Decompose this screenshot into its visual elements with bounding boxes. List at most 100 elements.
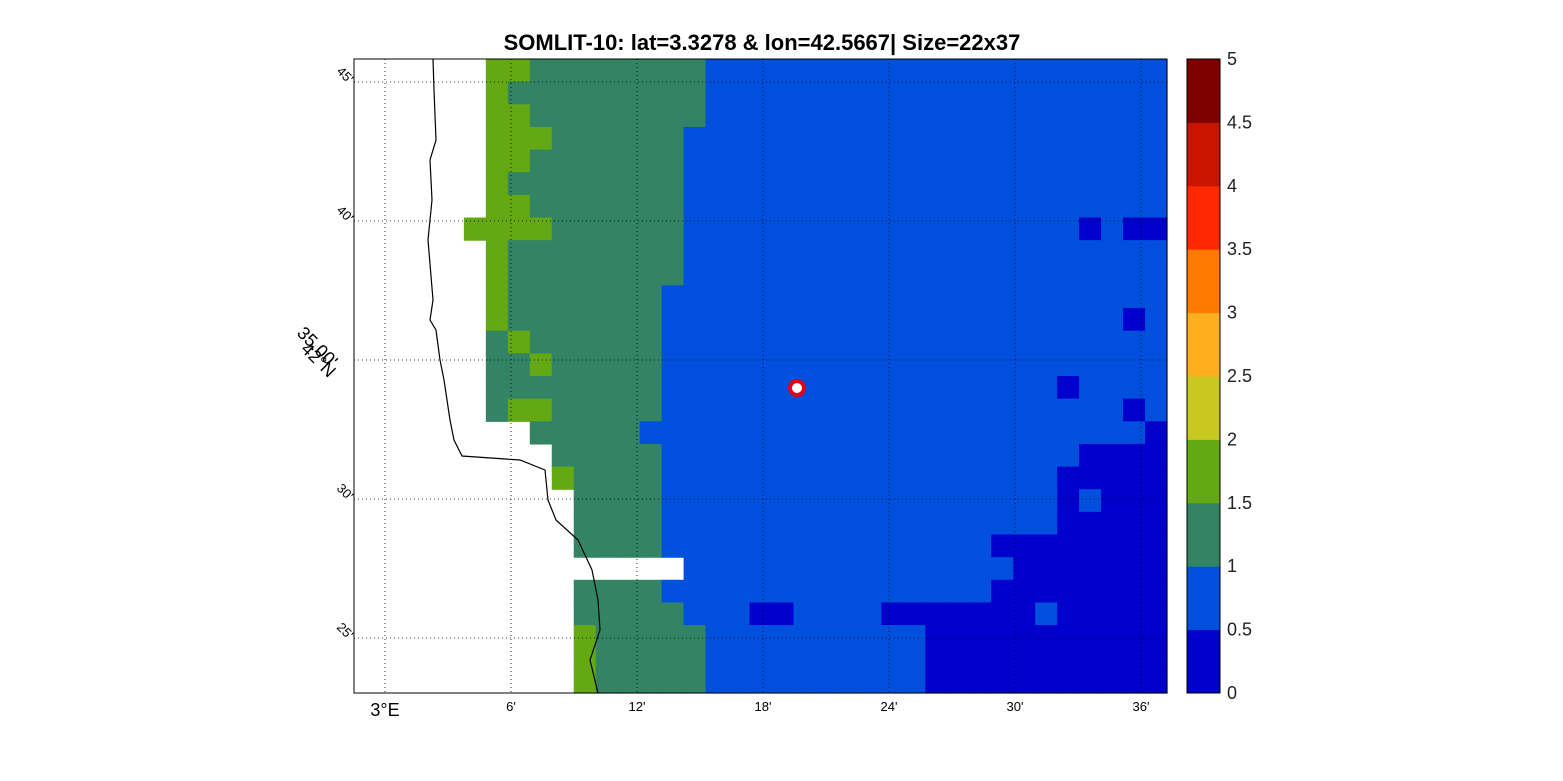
heatmap-cell bbox=[947, 602, 970, 626]
heatmap-cell bbox=[925, 579, 948, 604]
heatmap-cell bbox=[1123, 172, 1146, 196]
heatmap-cell bbox=[1145, 625, 1168, 649]
heatmap-cell bbox=[947, 579, 970, 604]
heatmap-cell bbox=[859, 194, 882, 219]
heatmap-cell bbox=[661, 466, 685, 490]
heatmap-cell bbox=[1013, 353, 1036, 377]
heatmap-cell bbox=[1123, 308, 1146, 332]
heatmap-cell bbox=[881, 625, 904, 649]
heatmap-cell bbox=[617, 217, 641, 241]
heatmap-cell bbox=[727, 670, 751, 694]
heatmap-cell bbox=[1013, 149, 1036, 173]
heatmap-cell bbox=[1057, 353, 1080, 377]
heatmap-cell bbox=[683, 376, 707, 400]
heatmap-cell bbox=[991, 489, 1014, 513]
heatmap-cell bbox=[881, 149, 904, 173]
heatmap-cell bbox=[1035, 670, 1058, 694]
heatmap-cell bbox=[573, 240, 597, 264]
heatmap-cell bbox=[639, 126, 663, 151]
heatmap-cell bbox=[771, 511, 795, 536]
heatmap-cell bbox=[903, 489, 926, 513]
heatmap-cell bbox=[485, 262, 509, 287]
heatmap-cell bbox=[507, 149, 531, 173]
heatmap-cell bbox=[485, 376, 509, 400]
heatmap-cell bbox=[771, 466, 795, 490]
heatmap-cell bbox=[573, 330, 597, 354]
heatmap-cell bbox=[661, 511, 685, 536]
heatmap-cell bbox=[1035, 398, 1058, 422]
heatmap-cell bbox=[595, 489, 619, 513]
heatmap-cell bbox=[727, 59, 751, 83]
heatmap-cell bbox=[1057, 104, 1080, 128]
heatmap-cell bbox=[617, 240, 641, 264]
heatmap-cell bbox=[859, 59, 882, 83]
heatmap-cell bbox=[1101, 670, 1124, 694]
heatmap-cell bbox=[815, 285, 838, 309]
heatmap-cell bbox=[969, 398, 992, 422]
plot-frame bbox=[353, 58, 1168, 694]
heatmap-cell bbox=[1101, 104, 1124, 128]
colorbar-band bbox=[1187, 566, 1220, 631]
heatmap-cell bbox=[639, 194, 663, 219]
heatmap-cell bbox=[1101, 59, 1124, 83]
heatmap-cell bbox=[573, 625, 597, 649]
heatmap-cell bbox=[793, 59, 817, 83]
heatmap-cell bbox=[595, 579, 619, 604]
heatmap-cell bbox=[661, 59, 685, 83]
heatmap-cell bbox=[1101, 647, 1124, 671]
heatmap-cell bbox=[815, 376, 838, 400]
heatmap-cell bbox=[705, 625, 729, 649]
colorbar-band bbox=[1187, 122, 1220, 187]
heatmap-cell bbox=[749, 104, 773, 128]
heatmap-cell bbox=[1035, 240, 1058, 264]
heatmap-cell bbox=[573, 285, 597, 309]
heatmap-cell bbox=[1013, 579, 1036, 604]
heatmap-cell bbox=[573, 534, 597, 558]
heatmap-cell bbox=[727, 489, 751, 513]
heatmap-cell bbox=[639, 602, 663, 626]
heatmap-cell bbox=[881, 647, 904, 671]
heatmap-cell bbox=[1079, 262, 1102, 287]
heatmap-cell bbox=[749, 625, 773, 649]
heatmap-cell bbox=[551, 353, 575, 377]
heatmap-cell bbox=[507, 172, 531, 196]
heatmap-cell bbox=[749, 240, 773, 264]
heatmap-cell bbox=[947, 81, 970, 105]
heatmap-cell bbox=[1013, 602, 1036, 626]
heatmap-cell bbox=[749, 330, 773, 354]
heatmap-cell bbox=[969, 670, 992, 694]
heatmap-cell bbox=[1035, 579, 1058, 604]
heatmap-cell bbox=[925, 172, 948, 196]
heatmap-cell bbox=[925, 534, 948, 558]
heatmap-cell bbox=[793, 625, 817, 649]
y-tick-label: 25' bbox=[334, 620, 357, 643]
heatmap-cell bbox=[969, 81, 992, 105]
heatmap-cell bbox=[661, 602, 685, 626]
heatmap-cell bbox=[507, 285, 531, 309]
heatmap-cell bbox=[1057, 217, 1080, 241]
heatmap-cell bbox=[661, 489, 685, 513]
heatmap-cell bbox=[947, 353, 970, 377]
heatmap-cell bbox=[639, 285, 663, 309]
heatmap-cell bbox=[771, 104, 795, 128]
heatmap-cell bbox=[639, 81, 663, 105]
heatmap-cell bbox=[903, 194, 926, 219]
heatmap-cell bbox=[793, 421, 817, 445]
heatmap-cell bbox=[859, 149, 882, 173]
heatmap-cell bbox=[1123, 421, 1146, 445]
heatmap-cell bbox=[881, 466, 904, 490]
heatmap-cell bbox=[683, 172, 707, 196]
heatmap-cell bbox=[1035, 104, 1058, 128]
heatmap-cell bbox=[793, 240, 817, 264]
heatmap-cell bbox=[1123, 557, 1146, 581]
heatmap-cell bbox=[1123, 625, 1146, 649]
heatmap-cell bbox=[903, 376, 926, 400]
heatmap-cell bbox=[837, 217, 860, 241]
heatmap-cell bbox=[859, 217, 882, 241]
heatmap-cell bbox=[727, 308, 751, 332]
chart-title: SOMLIT-10: lat=3.3278 & lon=42.5667| Siz… bbox=[504, 30, 1021, 55]
heatmap-cell bbox=[881, 602, 904, 626]
heatmap-cell bbox=[617, 398, 641, 422]
heatmap-cell bbox=[793, 330, 817, 354]
